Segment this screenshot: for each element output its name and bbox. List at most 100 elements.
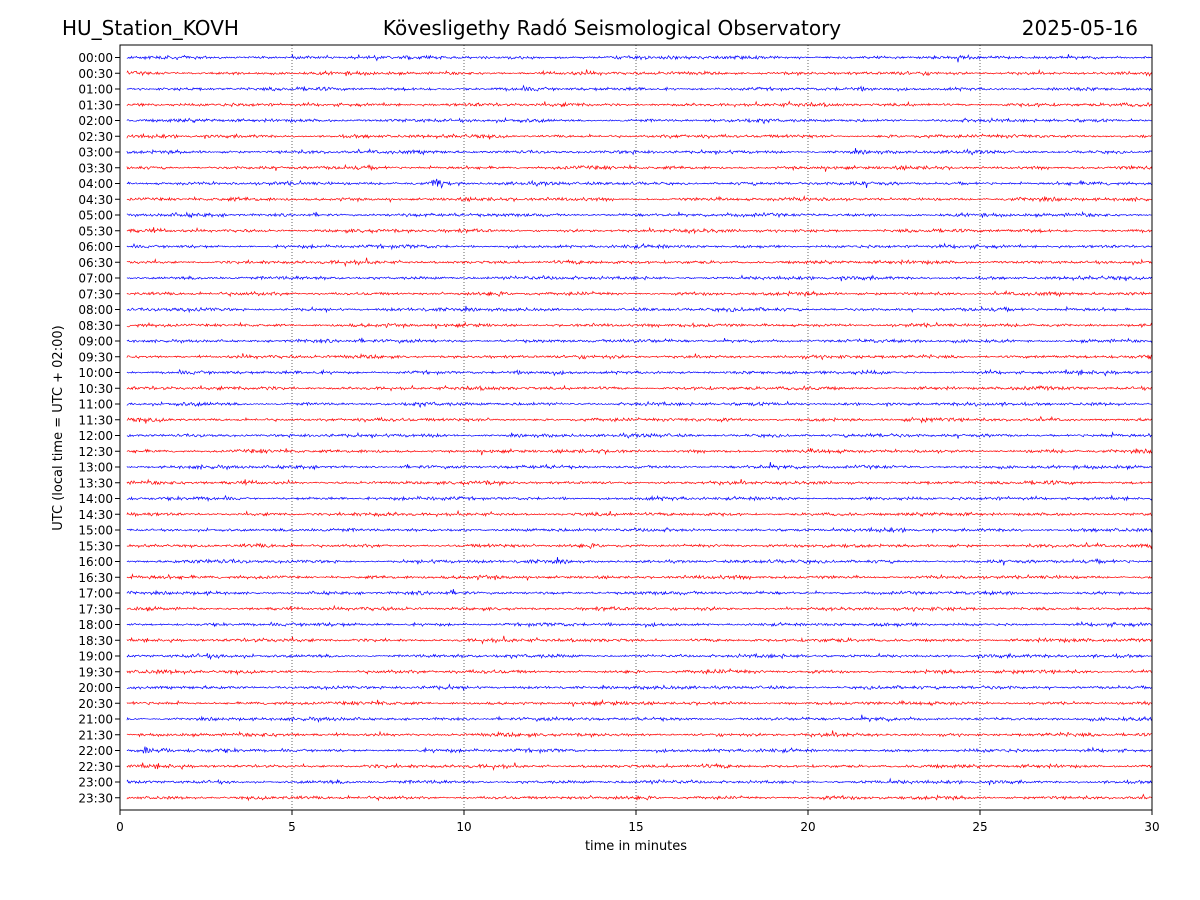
y-tick-label: 03:00 bbox=[78, 146, 113, 160]
date-title: 2025-05-16 bbox=[1022, 16, 1138, 40]
y-tick-label: 00:00 bbox=[78, 51, 113, 65]
y-tick-label: 11:30 bbox=[78, 413, 113, 427]
trace-1700 bbox=[126, 588, 1153, 597]
y-tick-label: 20:30 bbox=[78, 697, 113, 711]
y-tick-label: 21:30 bbox=[78, 728, 113, 742]
trace-0930 bbox=[126, 353, 1153, 361]
trace-0400 bbox=[126, 178, 1153, 189]
y-tick-label: 19:30 bbox=[78, 665, 113, 679]
y-tick-label: 10:00 bbox=[78, 366, 113, 380]
y-tick-label: 20:00 bbox=[78, 681, 113, 695]
trace-0130 bbox=[126, 100, 1153, 109]
y-tick-label: 18:00 bbox=[78, 618, 113, 632]
trace-1630 bbox=[126, 573, 1153, 581]
trace-1800 bbox=[126, 620, 1153, 629]
y-tick-label: 10:30 bbox=[78, 382, 113, 396]
y-tick-label: 06:00 bbox=[78, 240, 113, 254]
y-tick-label: 12:00 bbox=[78, 429, 113, 443]
trace-1500 bbox=[126, 526, 1153, 534]
y-tick-label: 07:30 bbox=[78, 287, 113, 301]
y-tick-label: 11:00 bbox=[78, 398, 113, 412]
x-tick-label: 30 bbox=[1144, 820, 1159, 834]
y-tick-label: 22:00 bbox=[78, 744, 113, 758]
y-tick-label: 18:30 bbox=[78, 634, 113, 648]
y-tick-label: 15:00 bbox=[78, 524, 113, 538]
trace-1930 bbox=[126, 667, 1153, 676]
trace-1230 bbox=[126, 447, 1153, 456]
trace-0830 bbox=[126, 321, 1153, 329]
y-tick-label: 21:00 bbox=[78, 713, 113, 727]
trace-2100 bbox=[126, 714, 1153, 724]
trace-0430 bbox=[126, 195, 1153, 203]
trace-0800 bbox=[126, 305, 1153, 314]
y-tick-label: 12:30 bbox=[78, 445, 113, 459]
y-tick-label: 01:30 bbox=[78, 98, 113, 112]
trace-1330 bbox=[126, 478, 1153, 487]
y-tick-label: 09:00 bbox=[78, 335, 113, 349]
y-tick-label: 01:00 bbox=[78, 83, 113, 97]
plot-frame bbox=[119, 44, 1153, 811]
y-tick-label: 04:30 bbox=[78, 193, 113, 207]
trace-0100 bbox=[126, 84, 1153, 92]
trace-1030 bbox=[126, 384, 1153, 392]
y-tick-label: 19:00 bbox=[78, 650, 113, 664]
y-tick-label: 06:30 bbox=[78, 256, 113, 270]
trace-0200 bbox=[126, 116, 1153, 125]
trace-2330 bbox=[126, 793, 1153, 802]
trace-0530 bbox=[126, 226, 1153, 235]
x-tick-label: 10 bbox=[456, 820, 471, 834]
trace-0730 bbox=[126, 289, 1153, 298]
y-tick-label: 07:00 bbox=[78, 272, 113, 286]
observatory-title: Kövesligethy Radó Seismological Observat… bbox=[383, 16, 841, 40]
y-tick-label: 23:00 bbox=[78, 776, 113, 790]
x-tick-label: 20 bbox=[800, 820, 815, 834]
trace-2030 bbox=[126, 698, 1153, 707]
y-tick-label: 16:30 bbox=[78, 571, 113, 585]
y-tick-label: 08:30 bbox=[78, 319, 113, 333]
trace-0600 bbox=[126, 242, 1153, 251]
trace-1100 bbox=[126, 400, 1153, 408]
trace-1300 bbox=[126, 461, 1153, 471]
x-tick-label: 0 bbox=[116, 820, 124, 834]
trace-0330 bbox=[126, 163, 1153, 172]
trace-0700 bbox=[126, 274, 1153, 282]
trace-1730 bbox=[126, 604, 1153, 613]
trace-2300 bbox=[126, 777, 1153, 786]
y-tick-label: 14:00 bbox=[78, 492, 113, 506]
y-tick-label: 14:30 bbox=[78, 508, 113, 522]
trace-1000 bbox=[126, 368, 1153, 377]
y-tick-label: 13:00 bbox=[78, 461, 113, 475]
grid-lines bbox=[291, 45, 981, 810]
x-tick-label: 5 bbox=[288, 820, 296, 834]
y-tick-label: 08:00 bbox=[78, 303, 113, 317]
trace-0000 bbox=[126, 53, 1153, 63]
x-tick-label: 25 bbox=[972, 820, 987, 834]
y-tick-label: 16:00 bbox=[78, 555, 113, 569]
trace-1130 bbox=[126, 415, 1153, 424]
trace-2200 bbox=[126, 746, 1153, 755]
y-tick-label: 05:30 bbox=[78, 224, 113, 238]
trace-0230 bbox=[126, 132, 1153, 140]
trace-0030 bbox=[126, 68, 1153, 77]
y-tick-label: 15:30 bbox=[78, 539, 113, 553]
y-tick-label: 23:30 bbox=[78, 791, 113, 805]
y-tick-label: 04:00 bbox=[78, 177, 113, 191]
trace-1530 bbox=[126, 541, 1153, 550]
trace-1200 bbox=[126, 431, 1153, 439]
y-tick-label: 02:30 bbox=[78, 130, 113, 144]
y-tick-label: 22:30 bbox=[78, 760, 113, 774]
y-tick-label: 02:00 bbox=[78, 114, 113, 128]
trace-0900 bbox=[126, 337, 1153, 345]
x-tick-labels: 0 5 10 15 20 25 30 bbox=[116, 810, 1160, 834]
y-tick-label: 09:30 bbox=[78, 350, 113, 364]
y-tick-label: 00:30 bbox=[78, 67, 113, 81]
y-tick-label: 03:30 bbox=[78, 161, 113, 175]
trace-1430 bbox=[126, 509, 1153, 518]
trace-1400 bbox=[126, 494, 1153, 502]
y-tick-label: 17:30 bbox=[78, 602, 113, 616]
trace-2130 bbox=[126, 730, 1153, 739]
trace-2230 bbox=[126, 762, 1153, 771]
trace-1600 bbox=[126, 557, 1153, 566]
trace-2000 bbox=[126, 683, 1153, 691]
